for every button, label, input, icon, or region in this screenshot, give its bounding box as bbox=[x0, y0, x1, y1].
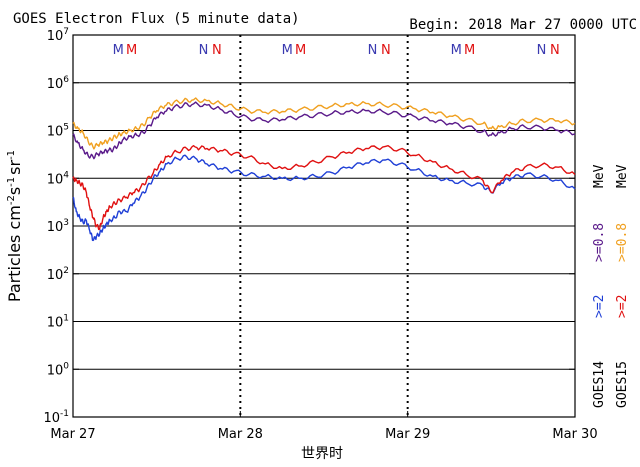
legend-goes14-2mev: >=2 bbox=[592, 295, 607, 318]
marker-label: M bbox=[295, 43, 306, 58]
y-tick-label: 104 bbox=[47, 170, 70, 187]
series-line bbox=[72, 101, 576, 160]
y-tick-labels: 107 106 105 104 103 102 101 100 10-1 bbox=[43, 27, 69, 426]
x-tick-label: Mar 27 bbox=[50, 427, 95, 442]
y-tick-label: 103 bbox=[47, 218, 69, 235]
marker-label: M bbox=[113, 43, 124, 58]
marker-label: N bbox=[537, 43, 547, 58]
y-axis-label: Particles cm-2s-1sr-1 bbox=[5, 150, 24, 302]
legend-goes14: GOES14 bbox=[592, 361, 607, 408]
legend-goes15-0.8mev: >=0.8 bbox=[615, 223, 630, 262]
grid-lines bbox=[73, 34, 575, 418]
legend-mev-unit-2: MeV bbox=[615, 164, 630, 188]
marker-label: N bbox=[212, 43, 222, 58]
series-line bbox=[72, 97, 576, 150]
begin-label: Begin: 2018 Mar 27 0000 UTC bbox=[409, 17, 637, 33]
series-line bbox=[72, 154, 576, 242]
legend-mev-unit-1: MeV bbox=[592, 164, 607, 188]
x-tick-label: Mar 30 bbox=[552, 427, 597, 442]
marker-label: M bbox=[451, 43, 462, 58]
marker-label: M bbox=[126, 43, 137, 58]
y-tick-label: 101 bbox=[47, 314, 69, 331]
legend-goes15: GOES15 bbox=[615, 361, 630, 408]
series-line bbox=[72, 145, 576, 231]
series-lines bbox=[72, 97, 576, 242]
legend: GOES14 GOES15 >=2 >=2 >=0.8 >=0.8 MeV Me… bbox=[592, 164, 630, 408]
marker-label: N bbox=[381, 43, 391, 58]
y-tick-label: 107 bbox=[47, 27, 69, 44]
x-tick-labels: Mar 27 Mar 28 Mar 29 Mar 30 bbox=[50, 411, 598, 442]
marker-label: M bbox=[464, 43, 475, 58]
marker-label: M bbox=[282, 43, 293, 58]
day-separators bbox=[239, 35, 409, 417]
marker-label: N bbox=[368, 43, 378, 58]
marker-label: N bbox=[199, 43, 209, 58]
x-tick-label: Mar 28 bbox=[218, 427, 263, 442]
chart-title: GOES Electron Flux (5 minute data) bbox=[13, 11, 300, 27]
x-axis-label: 世界时 bbox=[301, 446, 343, 462]
x-tick-label: Mar 29 bbox=[385, 427, 430, 442]
legend-goes14-0.8mev: >=0.8 bbox=[592, 223, 607, 262]
legend-goes15-2mev: >=2 bbox=[615, 295, 630, 318]
y-tick-label: 100 bbox=[47, 361, 70, 378]
marker-label: N bbox=[550, 43, 560, 58]
y-tick-label: 102 bbox=[47, 266, 69, 283]
y-tick-label: 106 bbox=[47, 75, 70, 92]
y-tick-label: 105 bbox=[47, 123, 69, 140]
y-tick-label: 10-1 bbox=[43, 409, 69, 426]
